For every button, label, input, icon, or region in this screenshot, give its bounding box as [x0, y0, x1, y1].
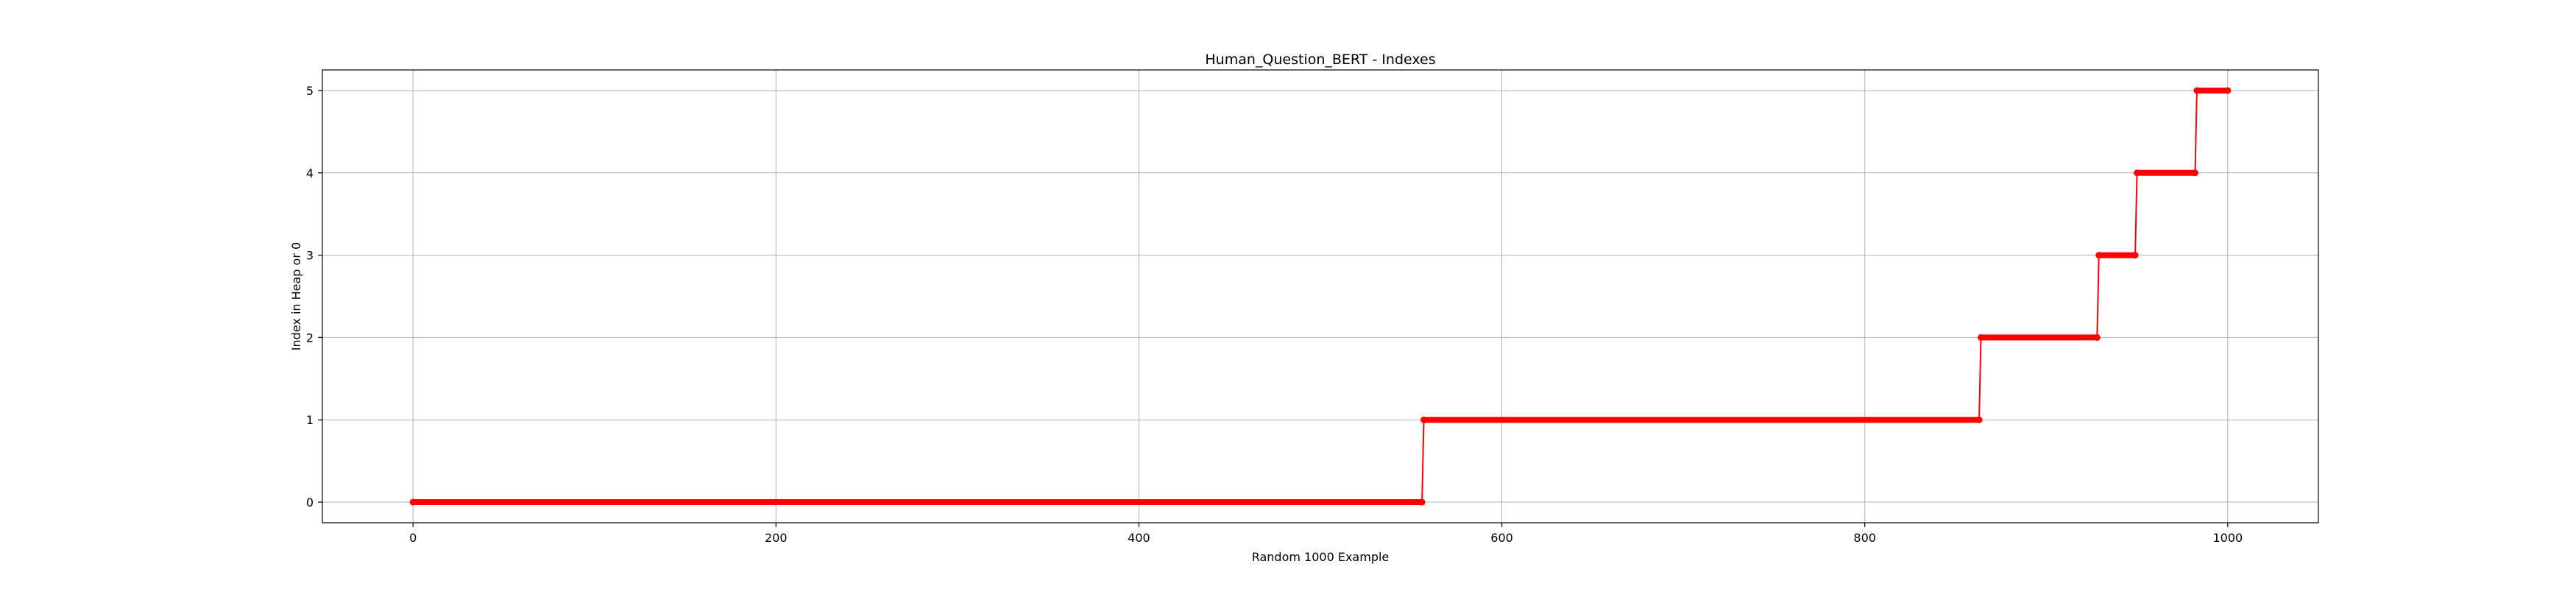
plot-frame — [322, 69, 2319, 523]
x-tick-label: 600 — [1490, 531, 1513, 545]
grid — [322, 70, 2318, 523]
x-tick-label: 0 — [409, 531, 417, 545]
data-point — [1418, 498, 1426, 506]
x-tick-label: 1000 — [2212, 531, 2243, 545]
x-tick-label: 200 — [765, 531, 788, 545]
marker-run — [2134, 169, 2198, 176]
y-tick-label: 4 — [306, 166, 314, 180]
y-tick-label: 1 — [306, 413, 314, 427]
data-point — [409, 498, 417, 506]
marker-run — [1420, 417, 1983, 423]
data-point — [1978, 334, 1985, 341]
x-tick-label: 400 — [1128, 531, 1150, 545]
series-layer — [409, 87, 2232, 506]
y-tick-label: 0 — [306, 495, 314, 509]
y-tick-label: 5 — [306, 84, 314, 98]
marker-run — [410, 499, 1426, 506]
marker-run — [1978, 334, 2101, 341]
x-axis-label: Random 1000 Example — [1252, 550, 1390, 564]
ticks: 0 200 400 600 800 1000 0 1 2 3 4 5 — [306, 84, 2243, 545]
data-point — [2095, 252, 2103, 259]
data-point — [2093, 334, 2101, 341]
marker-run — [2095, 252, 2139, 258]
chart-title: Human_Question_BERT - Indexes — [1205, 52, 1435, 68]
data-point — [2191, 169, 2198, 177]
marker-run — [2193, 87, 2231, 94]
data-point — [2193, 87, 2201, 94]
y-axis-label: Index in Heap or 0 — [289, 242, 303, 350]
data-point — [2224, 87, 2232, 94]
data-point — [1975, 416, 1983, 423]
y-tick-label: 2 — [306, 331, 314, 345]
x-tick-label: 800 — [1853, 531, 1876, 545]
data-point — [1420, 416, 1428, 423]
data-point — [2134, 169, 2141, 177]
data-point — [2131, 252, 2139, 259]
y-tick-label: 3 — [306, 249, 314, 263]
